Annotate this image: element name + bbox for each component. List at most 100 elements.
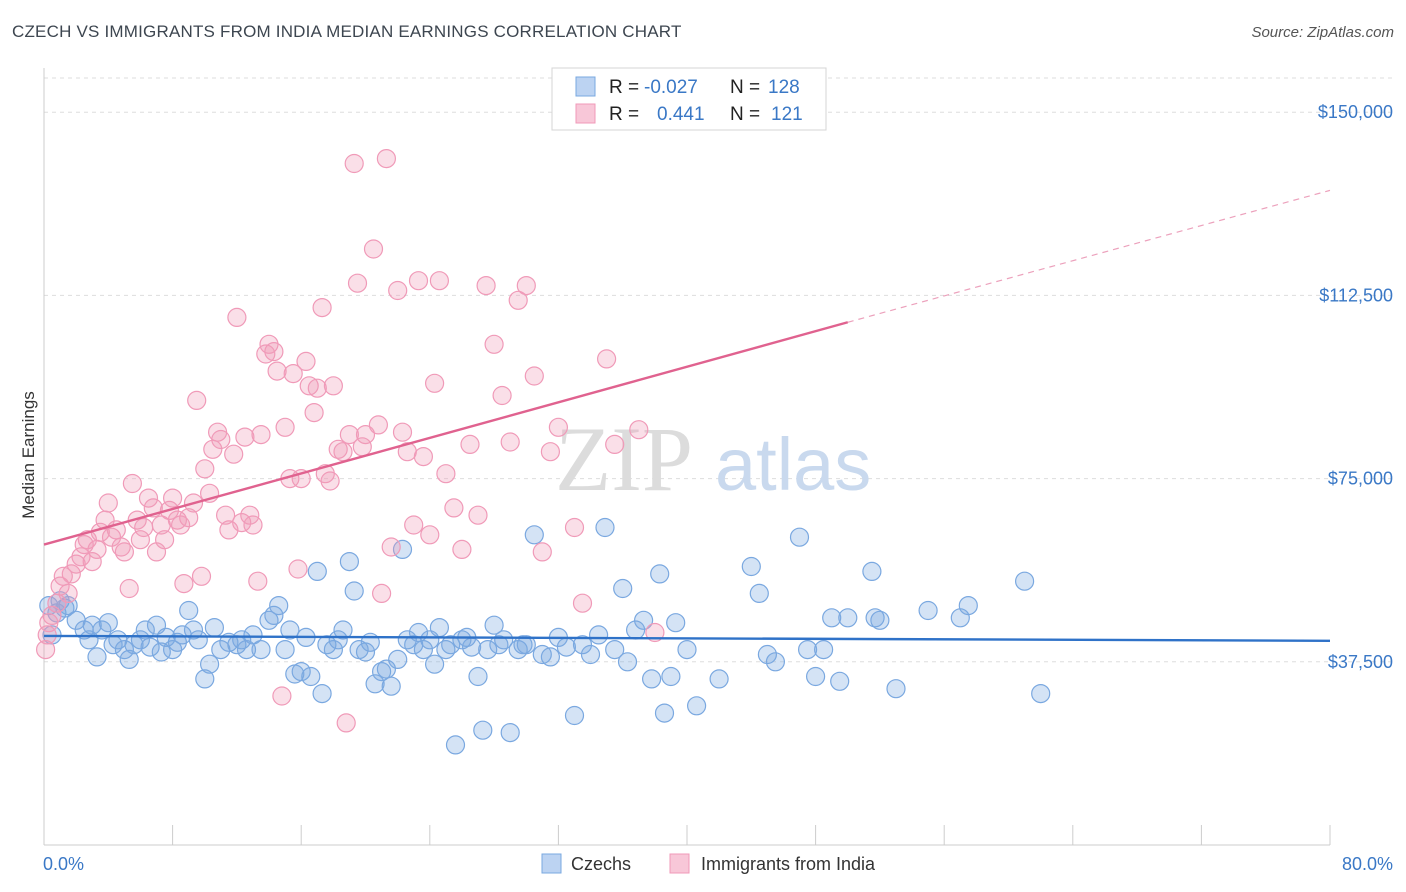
point-india-26 xyxy=(134,517,154,538)
point-czechs-106 xyxy=(654,703,675,723)
point-czechs-115 xyxy=(765,652,786,672)
point-india-107 xyxy=(524,366,544,386)
point-czechs-16 xyxy=(119,649,139,670)
point-czechs-69 xyxy=(413,639,433,660)
data-points xyxy=(35,149,1051,755)
legend-r-value-0: -0.027 xyxy=(644,77,698,98)
point-india-115 xyxy=(629,420,649,440)
point-india-63 xyxy=(283,364,303,384)
y-tick-labels: $37,500 $75,000 $112,500 $150,000 xyxy=(1318,102,1393,672)
point-india-13 xyxy=(82,551,102,572)
point-czechs-36 xyxy=(232,630,252,650)
point-india-70 xyxy=(312,298,332,318)
bottom-legend-swatch-czechs xyxy=(541,853,562,874)
point-czechs-113 xyxy=(749,583,769,604)
point-czechs-31 xyxy=(200,654,220,674)
point-india-77 xyxy=(339,425,359,445)
point-czechs-28 xyxy=(183,620,204,640)
point-india-31 xyxy=(155,530,175,550)
point-india-99 xyxy=(460,434,480,454)
point-czechs-100 xyxy=(613,578,633,599)
point-czechs-120 xyxy=(822,608,842,628)
point-czechs-41 xyxy=(264,605,284,626)
point-india-103 xyxy=(492,385,512,406)
point-india-88 xyxy=(392,422,413,442)
point-india-111 xyxy=(564,517,585,538)
point-czechs-43 xyxy=(275,639,295,660)
point-czechs-72 xyxy=(429,617,449,638)
point-czechs-64 xyxy=(388,649,408,670)
point-india-98 xyxy=(452,539,472,560)
y-tick-label-3: $150,000 xyxy=(1318,102,1393,122)
point-czechs-131 xyxy=(1031,683,1051,704)
legend-n-value-1: 121 xyxy=(771,104,803,125)
point-czechs-88 xyxy=(516,635,536,655)
point-india-49 xyxy=(227,307,247,327)
point-czechs-27 xyxy=(179,600,199,621)
point-czechs-82 xyxy=(484,615,504,635)
point-czechs-125 xyxy=(870,610,890,630)
point-czechs-63 xyxy=(381,676,401,696)
point-india-48 xyxy=(224,444,244,464)
watermark: ZIP atlas xyxy=(555,408,871,510)
point-czechs-48 xyxy=(301,666,321,687)
point-india-64 xyxy=(288,559,308,579)
point-czechs-126 xyxy=(886,679,906,699)
point-czechs-84 xyxy=(494,630,514,650)
point-czechs-51 xyxy=(317,635,337,655)
point-india-94 xyxy=(425,373,445,393)
point-czechs-99 xyxy=(605,639,625,660)
point-czechs-105 xyxy=(650,564,670,584)
point-india-97 xyxy=(444,498,464,518)
point-czechs-112 xyxy=(741,556,761,577)
legend-r-value-1: 0.441 xyxy=(657,104,705,125)
point-india-37 xyxy=(179,508,199,528)
axes xyxy=(43,68,1331,846)
chart-title: CZECH VS IMMIGRANTS FROM INDIA MEDIAN EA… xyxy=(12,22,682,41)
point-india-22 xyxy=(119,578,139,599)
point-india-105 xyxy=(508,290,528,310)
point-czechs-15 xyxy=(114,639,135,660)
point-czechs-11 xyxy=(92,620,112,640)
point-czechs-96 xyxy=(580,644,601,665)
chart-source: Source: ZipAtlas.com xyxy=(1251,24,1394,41)
x-tick-labels: 0.0% 80.0% xyxy=(43,854,1393,874)
point-czechs-114 xyxy=(757,644,778,665)
point-india-25 xyxy=(130,530,150,550)
legend-r-label-0: R = xyxy=(609,77,639,98)
point-czechs-85 xyxy=(500,722,520,743)
point-czechs-130 xyxy=(1014,571,1035,591)
trend-line-india xyxy=(43,321,849,546)
point-india-45 xyxy=(211,429,231,450)
point-czechs-10 xyxy=(87,647,107,667)
point-india-60 xyxy=(272,686,292,706)
correlation-legend: R = -0.027 N = 128 R = 0.441 N = 121 xyxy=(551,67,827,131)
x-tick-label-end: 80.0% xyxy=(1342,854,1393,874)
point-czechs-81 xyxy=(478,639,498,660)
watermark-atlas: atlas xyxy=(715,423,871,506)
point-czechs-118 xyxy=(805,666,826,687)
point-czechs-95 xyxy=(572,635,593,655)
point-czechs-89 xyxy=(524,525,544,545)
watermark-zip: ZIP xyxy=(555,408,693,510)
point-india-106 xyxy=(516,276,536,296)
point-india-17 xyxy=(98,493,118,513)
point-india-92 xyxy=(413,447,433,467)
point-india-0 xyxy=(35,639,56,660)
point-czechs-30 xyxy=(195,669,215,689)
point-czechs-52 xyxy=(323,639,343,660)
point-czechs-119 xyxy=(813,639,834,660)
point-india-114 xyxy=(605,434,625,454)
point-czechs-117 xyxy=(797,639,818,660)
point-india-3 xyxy=(42,605,62,626)
point-india-83 xyxy=(368,415,388,435)
point-india-78 xyxy=(344,153,364,174)
point-india-10 xyxy=(71,547,91,567)
point-india-113 xyxy=(596,349,617,369)
point-india-110 xyxy=(548,417,569,437)
point-india-85 xyxy=(376,149,396,169)
point-india-90 xyxy=(404,515,424,535)
point-czechs-108 xyxy=(666,613,686,633)
point-czechs-60 xyxy=(365,674,385,694)
